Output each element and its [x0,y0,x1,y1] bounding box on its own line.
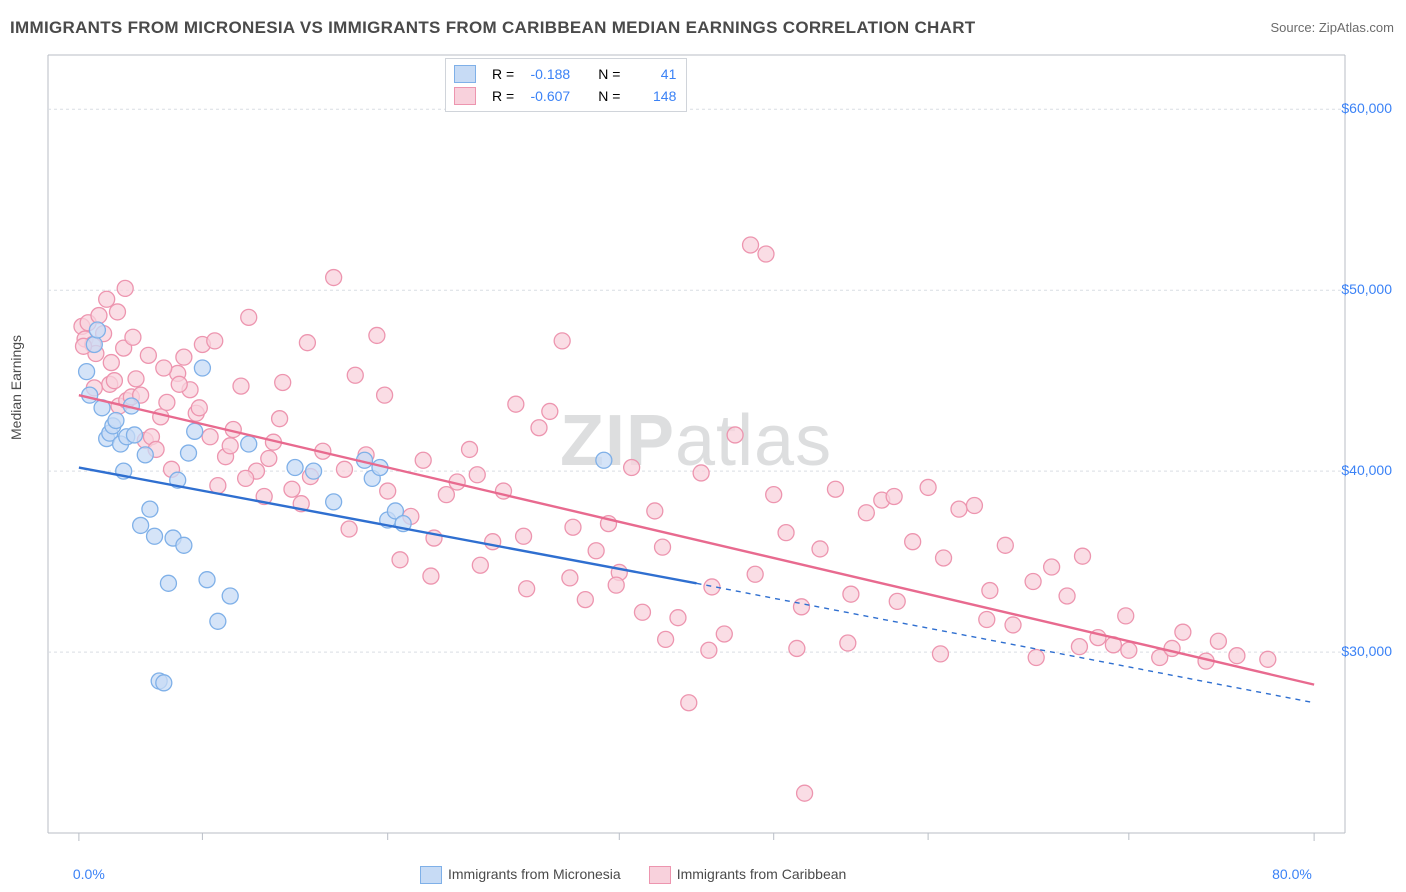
legend-item-1: Immigrants from Micronesia [420,866,621,884]
legend-r-label: R = [492,85,514,107]
y-tick-label: $30,000 [1341,643,1392,659]
series-legend: Immigrants from Micronesia Immigrants fr… [420,866,846,884]
legend-n-label: N = [598,63,620,85]
legend-r-value-2: -0.607 [524,85,570,107]
legend-r-value-1: -0.188 [524,63,570,85]
legend-swatch-bottom-1 [420,866,442,884]
legend-n-label: N = [598,85,620,107]
y-tick-label: $50,000 [1341,281,1392,297]
legend-n-value-1: 41 [630,63,676,85]
legend-row-series-2: R = -0.607 N = 148 [454,85,676,107]
legend-swatch-2 [454,87,476,105]
legend-n-value-2: 148 [630,85,676,107]
legend-row-series-1: R = -0.188 N = 41 [454,63,676,85]
x-tick-label: 80.0% [1272,866,1312,882]
correlation-scatter-chart [0,0,1406,892]
legend-label-2: Immigrants from Caribbean [677,866,847,882]
legend-swatch-1 [454,65,476,83]
legend-item-2: Immigrants from Caribbean [649,866,847,884]
legend-swatch-bottom-2 [649,866,671,884]
correlation-legend: R = -0.188 N = 41 R = -0.607 N = 148 [445,58,687,112]
legend-r-label: R = [492,63,514,85]
y-tick-label: $60,000 [1341,100,1392,116]
legend-label-1: Immigrants from Micronesia [448,866,621,882]
y-tick-label: $40,000 [1341,462,1392,478]
x-tick-label: 0.0% [73,866,105,882]
